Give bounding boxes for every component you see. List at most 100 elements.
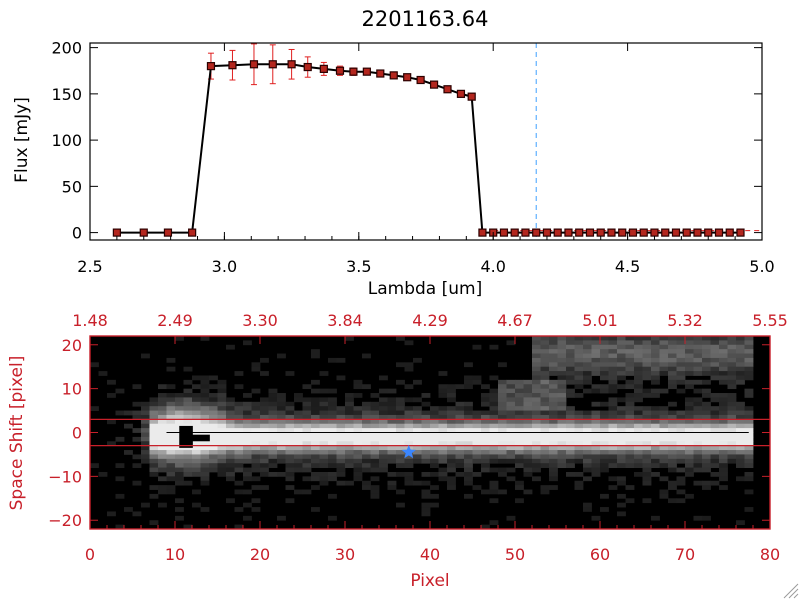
image-pixel — [353, 471, 363, 477]
image-pixel — [328, 463, 337, 468]
image-pixel — [149, 463, 159, 468]
image-pixel — [404, 436, 414, 442]
image-pixel — [523, 410, 533, 416]
image-pixel — [744, 419, 754, 425]
image-pixel — [404, 423, 414, 429]
image-pixel — [421, 414, 431, 420]
image-pixel — [438, 432, 448, 438]
image-pixel — [447, 397, 456, 403]
image-pixel — [447, 480, 456, 486]
image-pixel — [260, 436, 269, 442]
image-pixel — [523, 384, 533, 390]
image-pixel — [200, 471, 210, 477]
image-pixel — [515, 445, 524, 451]
image-pixel — [540, 366, 550, 372]
image-pixel — [693, 428, 703, 433]
image-pixel — [192, 445, 201, 451]
image-pixel — [634, 441, 643, 447]
image-pixel — [200, 476, 210, 482]
image-pixel — [379, 436, 388, 442]
image-pixel — [455, 384, 465, 390]
image-pixel — [353, 414, 363, 420]
dead-pixel-block — [187, 434, 210, 442]
image-pixel — [727, 353, 737, 359]
data-point — [725, 228, 734, 237]
image-pixel — [744, 441, 754, 447]
image-pixel — [302, 476, 312, 482]
image-pixel — [226, 410, 235, 416]
image-pixel — [277, 414, 286, 420]
image-pixel — [617, 432, 626, 438]
image-pixel — [379, 432, 388, 438]
image-pixel — [583, 445, 592, 451]
image-pixel — [719, 357, 728, 363]
image-pixel — [464, 493, 473, 499]
image-pixel — [166, 423, 176, 429]
image-pixel — [489, 414, 499, 420]
image-pixel — [685, 463, 694, 468]
image-pixel — [396, 379, 405, 385]
image-pixel — [158, 428, 167, 433]
image-pixel — [387, 419, 397, 425]
image-pixel — [608, 463, 618, 468]
image-pixel — [591, 441, 601, 447]
image-pixel — [362, 353, 371, 359]
image-pixel — [294, 414, 303, 420]
image-pixel — [107, 393, 116, 398]
image-pixel — [217, 388, 227, 394]
image-pixel — [625, 344, 635, 350]
image-pixel — [183, 445, 193, 451]
image-pixel — [574, 480, 584, 486]
image-pixel — [421, 480, 431, 486]
image-pixel — [362, 414, 371, 420]
image-pixel — [634, 423, 643, 429]
image-pixel — [336, 414, 346, 420]
image-pixel — [515, 450, 524, 455]
image-pixel — [557, 445, 567, 451]
image-pixel — [608, 388, 618, 394]
image-pixel — [693, 467, 703, 473]
image-pixel — [370, 463, 380, 468]
image-pixel — [574, 419, 584, 425]
image-pixel — [226, 441, 235, 447]
image-pixel — [498, 432, 507, 438]
image-pixel — [277, 428, 286, 433]
image-pixel — [430, 441, 439, 447]
image-pixel — [396, 450, 405, 455]
resize-grip-icon[interactable] — [783, 583, 799, 599]
image-pixel — [192, 450, 201, 455]
image-pixel — [345, 410, 354, 416]
space-shift-tick-label: 20 — [62, 336, 82, 355]
image-pixel — [532, 445, 541, 451]
image-pixel — [693, 436, 703, 442]
image-pixel — [566, 471, 575, 477]
image-pixel — [158, 401, 167, 407]
image-pixel — [268, 419, 278, 425]
image-pixel — [192, 441, 201, 447]
image-pixel — [183, 454, 193, 460]
image-pixel — [634, 393, 643, 398]
image-pixel — [659, 340, 669, 346]
image-pixel — [566, 340, 575, 346]
image-pixel — [659, 436, 669, 442]
image-pixel — [175, 467, 184, 473]
image-pixel — [413, 357, 422, 363]
image-pixel — [574, 441, 584, 447]
image-pixel — [532, 450, 541, 455]
image-pixel — [642, 445, 652, 451]
image-pixel — [294, 445, 303, 451]
image-pixel — [532, 353, 541, 359]
image-pixel — [685, 357, 694, 363]
image-pixel — [625, 428, 635, 433]
image-pixel — [676, 362, 686, 368]
image-pixel — [379, 375, 388, 381]
image-pixel — [702, 458, 711, 464]
image-pixel — [617, 357, 626, 363]
image-pixel — [455, 436, 465, 442]
image-pixel — [166, 366, 176, 372]
image-pixel — [362, 485, 371, 490]
image-pixel — [387, 397, 397, 403]
image-pixel — [183, 450, 193, 455]
image-pixel — [515, 379, 524, 385]
image-pixel — [702, 436, 711, 442]
